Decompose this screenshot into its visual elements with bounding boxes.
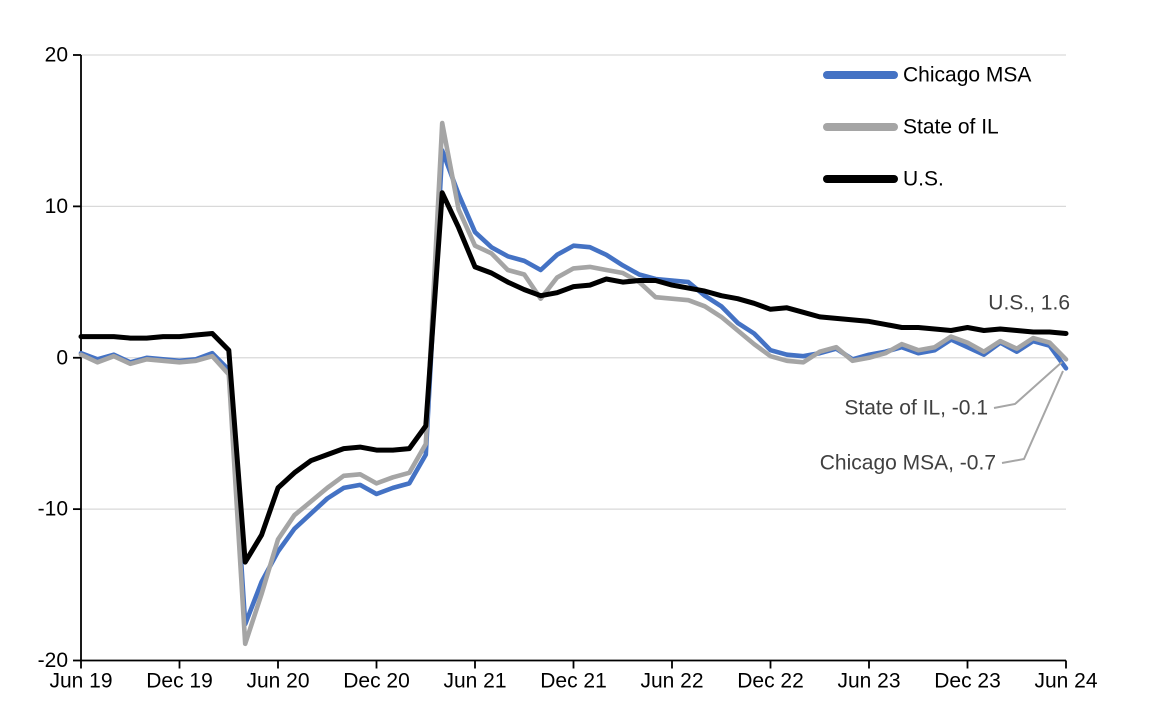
x-tick-label-dec-21: Dec 21 (540, 670, 607, 693)
y-tick-label: -10 (38, 498, 68, 521)
x-tick-label-jun-19: Jun 19 (49, 670, 112, 693)
x-tick-label-dec-20: Dec 20 (343, 670, 410, 693)
legend-label-chicago-msa: Chicago MSA (903, 64, 1031, 87)
annotation-label-u-s: U.S., 1.6 (988, 292, 1070, 315)
x-tick-label-jun-22: Jun 22 (640, 670, 703, 693)
legend-label-u-s: U.S. (903, 168, 944, 191)
series-line-u-s (78, 190, 1069, 565)
y-tick-label: 0 (56, 346, 68, 369)
annotation-leader-state-of-il (993, 361, 1063, 409)
x-tick-label-jun-20: Jun 20 (246, 670, 309, 693)
y-tick-label: 20 (45, 44, 68, 67)
annotation-leader-chicago-msa (1001, 370, 1064, 464)
x-tick-label-dec-22: Dec 22 (737, 670, 804, 693)
series-line-state-of-il (78, 120, 1069, 647)
annotation-label-chicago-msa: Chicago MSA, -0.7 (820, 452, 996, 475)
y-tick-label: 10 (45, 195, 68, 218)
legend-label-state-of-il: State of IL (903, 116, 999, 139)
annotation-label-state-of-il: State of IL, -0.1 (844, 397, 988, 420)
x-tick-label-jun-23: Jun 23 (837, 670, 900, 693)
x-tick-label-jun-21: Jun 21 (443, 670, 506, 693)
x-tick-label-jun-24: Jun 24 (1034, 670, 1097, 693)
x-tick-label-dec-23: Dec 23 (934, 670, 1001, 693)
x-tick-label-dec-19: Dec 19 (146, 670, 213, 693)
y-tick-label: -20 (38, 649, 68, 672)
